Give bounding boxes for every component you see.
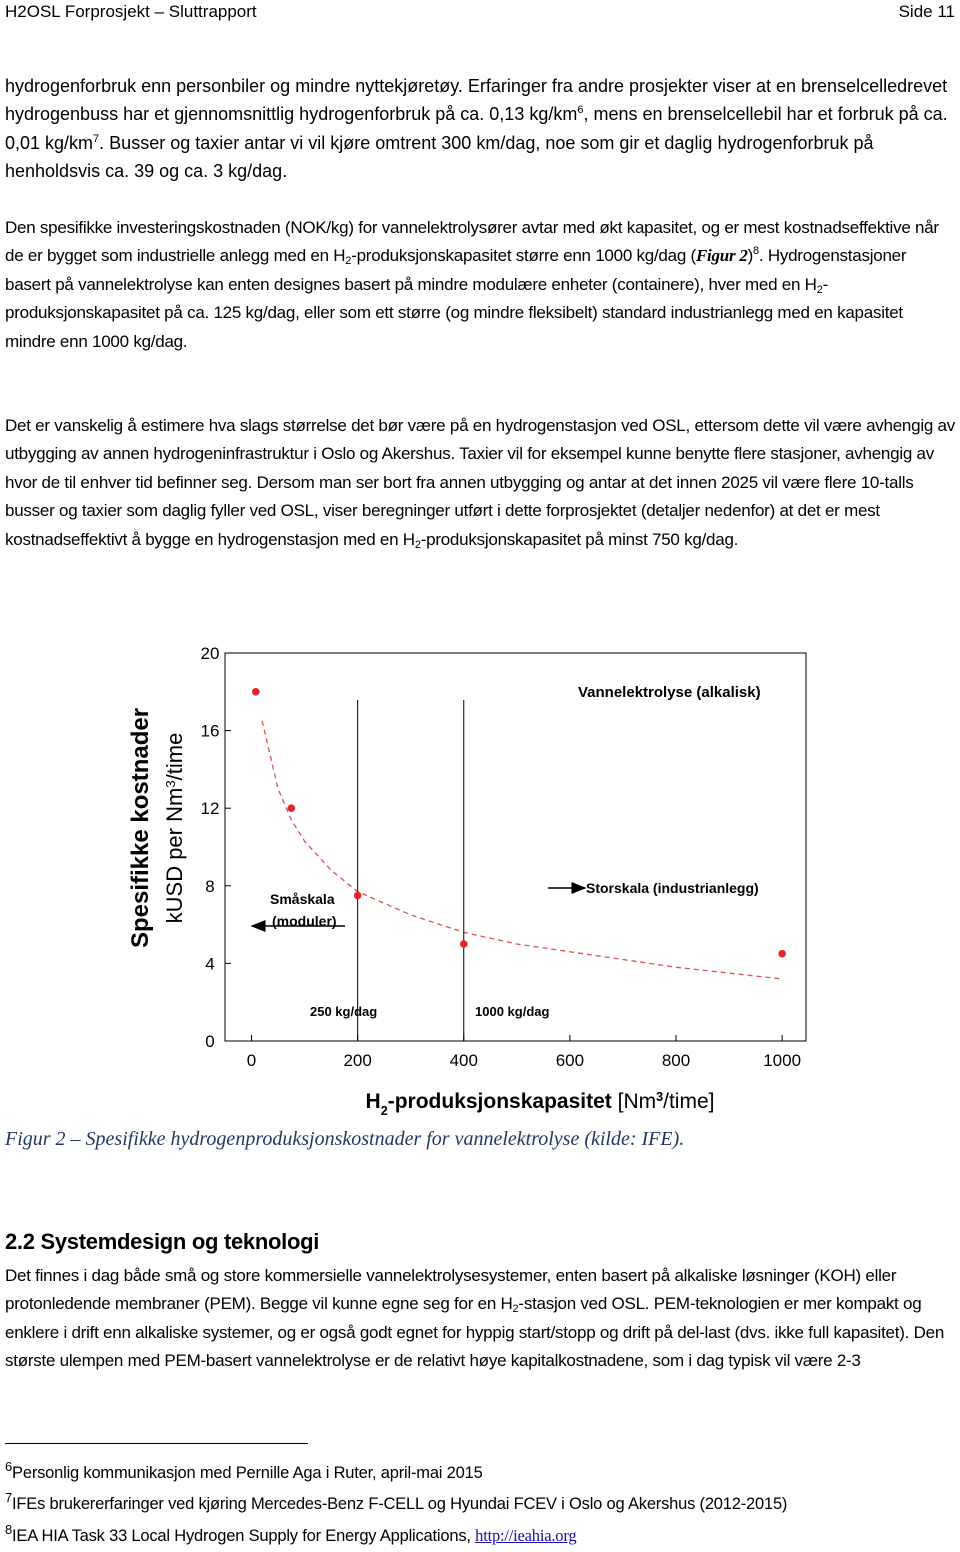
- footnote: 7IFEs brukererfaringer ved kjøring Merce…: [5, 1489, 955, 1520]
- text-run: 2: [345, 255, 352, 268]
- y-tick-label: 16: [201, 722, 220, 741]
- y-tick-label: 20: [201, 644, 220, 663]
- x-tick-label: 400: [450, 1051, 478, 1070]
- y-axis-title: Spesifikke kostnader: [127, 708, 154, 948]
- label-run: 2: [381, 1104, 388, 1118]
- page-header: H2OSL Forprosjekt – Sluttrapport Side 11: [5, 2, 955, 24]
- text-run: 6: [577, 104, 584, 117]
- data-point: [459, 940, 468, 948]
- footnote-text: Personlig kommunikasjon med Pernille Aga…: [12, 1464, 483, 1482]
- x-tick-label: 600: [556, 1051, 584, 1070]
- y-tick-label: 4: [205, 954, 214, 973]
- footnote-text: IEA HIA Task 33 Local Hydrogen Supply fo…: [12, 1527, 476, 1545]
- text-run: -produksjonskapasitet på minst 750 kg/da…: [420, 529, 739, 549]
- x-tick-label: 800: [662, 1051, 690, 1070]
- paragraph: hydrogenforbruk enn personbiler og mindr…: [5, 72, 955, 186]
- label-run: /time: [162, 733, 187, 781]
- x-axis-title: H2-produksjonskapasitet [Nm3/time]: [366, 1090, 715, 1118]
- x-tick-label: 0: [247, 1051, 256, 1070]
- text-run: -produksjonskapasitet større enn 1000 kg…: [351, 246, 696, 266]
- label-run: H: [366, 1090, 381, 1113]
- data-point: [287, 804, 296, 812]
- text-run: , mens en brenselcellebil har et forbruk…: [5, 104, 948, 153]
- text-run: 7: [93, 132, 100, 145]
- annotation: Storskala (industrianlegg): [586, 880, 759, 896]
- y-axis-title: kUSD per Nm3/time: [162, 733, 187, 924]
- label-run: Spesifikke kostnader: [127, 708, 154, 948]
- section-heading: 2.2 Systemdesign og teknologi: [5, 1229, 320, 1254]
- label-run: 3: [656, 1090, 663, 1104]
- text-run: . Hydrogenstasjoner basert på vannelektr…: [5, 246, 907, 294]
- text-run: 2: [512, 1303, 519, 1316]
- text-run: Den spesifikke investeringskostnaden (NO…: [5, 218, 939, 266]
- plot-frame: [224, 652, 807, 1042]
- label-run: /time]: [663, 1090, 714, 1113]
- footnote-number: 8: [5, 1522, 13, 1537]
- text-run: 8: [753, 245, 759, 258]
- footnote-rule: [5, 1443, 308, 1444]
- annotation: 1000 kg/dag: [475, 1004, 549, 1019]
- text-run: -produksjonskapasitet på ca. 125 kg/dag,…: [5, 274, 903, 351]
- text-run: 2: [816, 283, 823, 296]
- text-run: . Busser og taxier antar vi vil kjøre om…: [5, 132, 874, 182]
- label-run: 3: [163, 780, 178, 787]
- footnote: 8IEA HIA Task 33 Local Hydrogen Supply f…: [5, 1520, 955, 1552]
- y-tick-label: 12: [201, 799, 220, 818]
- x-tick-label: 200: [343, 1051, 371, 1070]
- page-number: Side 11: [898, 2, 955, 21]
- data-point: [251, 688, 260, 696]
- trend-line: [261, 720, 783, 980]
- annotation: Vannelektrolyse (alkalisk): [578, 684, 761, 701]
- annotation: (moduler): [272, 913, 337, 929]
- text-run: ): [747, 246, 754, 266]
- footnote-link[interactable]: http://ieahia.org: [475, 1526, 577, 1545]
- footnote-number: 6: [5, 1459, 13, 1474]
- label-run: [Nm: [612, 1090, 656, 1113]
- annotation: 250 kg/dag: [310, 1004, 377, 1019]
- paragraph: Den spesifikke investeringskostnaden (NO…: [5, 214, 955, 356]
- footnote: 6Personlig kommunikasjon med Pernille Ag…: [5, 1458, 955, 1489]
- label-run: kUSD per Nm: [162, 788, 187, 924]
- x-tick-label: 1000: [763, 1051, 801, 1070]
- text-run: 2: [414, 538, 421, 551]
- annotation: Småskala: [270, 891, 335, 907]
- text-run: -stasjon ved OSL. PEM-teknologien er mer…: [5, 1294, 945, 1371]
- paragraph: Det er vanskelig å estimere hva slags st…: [5, 412, 955, 554]
- label-run: -produksjonskapasitet: [388, 1090, 612, 1113]
- header-title: H2OSL Forprosjekt – Sluttrapport: [5, 2, 257, 21]
- footnote-text: IFEs brukererfaringer ved kjøring Merced…: [12, 1495, 788, 1513]
- data-point: [353, 891, 362, 900]
- figure-caption: Figur 2 – Spesifikke hydrogenproduksjons…: [5, 1128, 685, 1150]
- text-run: Det er vanskelig å estimere hva slags st…: [5, 416, 955, 549]
- paragraph: Det finnes i dag både små og store komme…: [5, 1262, 955, 1376]
- footnotes: 6Personlig kommunikasjon med Pernille Ag…: [5, 1458, 955, 1552]
- text-run: Det finnes i dag både små og store komme…: [5, 1266, 897, 1314]
- data-point: [778, 949, 786, 958]
- y-tick-label: 0: [205, 1032, 214, 1051]
- footnote-number: 7: [5, 1490, 13, 1505]
- text-run: Figur 2: [695, 246, 748, 266]
- text-run: hydrogenforbruk enn personbiler og mindr…: [5, 76, 948, 125]
- y-tick-label: 8: [205, 877, 214, 896]
